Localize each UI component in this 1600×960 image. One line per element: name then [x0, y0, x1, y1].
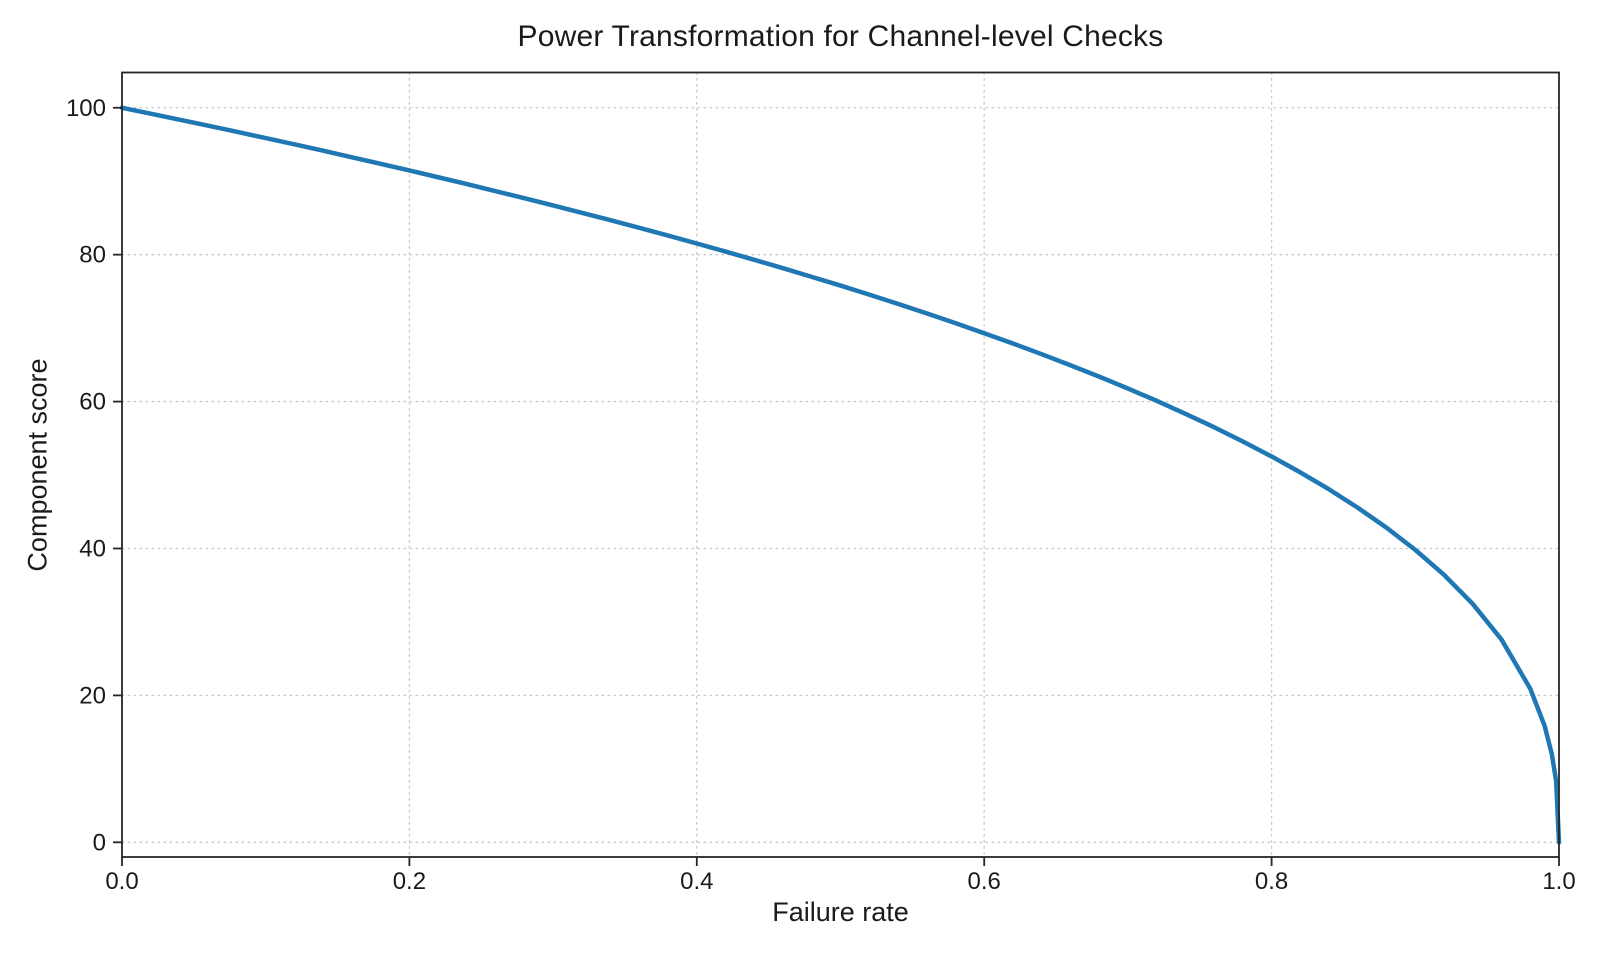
y-tick-label: 0: [93, 829, 106, 856]
y-tick-label: 80: [79, 242, 106, 269]
y-tick-label: 100: [66, 95, 106, 122]
y-tick-label: 60: [79, 389, 106, 416]
x-axis-label: Failure rate: [772, 897, 909, 927]
chart-title: Power Transformation for Channel-level C…: [517, 20, 1164, 53]
x-tick-label: 0.8: [1255, 868, 1288, 895]
x-tick-label: 1.0: [1542, 868, 1575, 895]
data-curve: [119, 105, 1562, 845]
x-tick-label: 0.0: [105, 868, 138, 895]
x-tick-label: 0.4: [680, 868, 713, 895]
x-tick-label: 0.6: [968, 868, 1001, 895]
y-axis-label: Component score: [22, 358, 53, 572]
y-tick-label: 40: [79, 535, 106, 562]
y-tick-label: 20: [79, 682, 106, 709]
x-tick-label: 0.2: [393, 868, 426, 895]
plot-border: [121, 71, 1560, 858]
